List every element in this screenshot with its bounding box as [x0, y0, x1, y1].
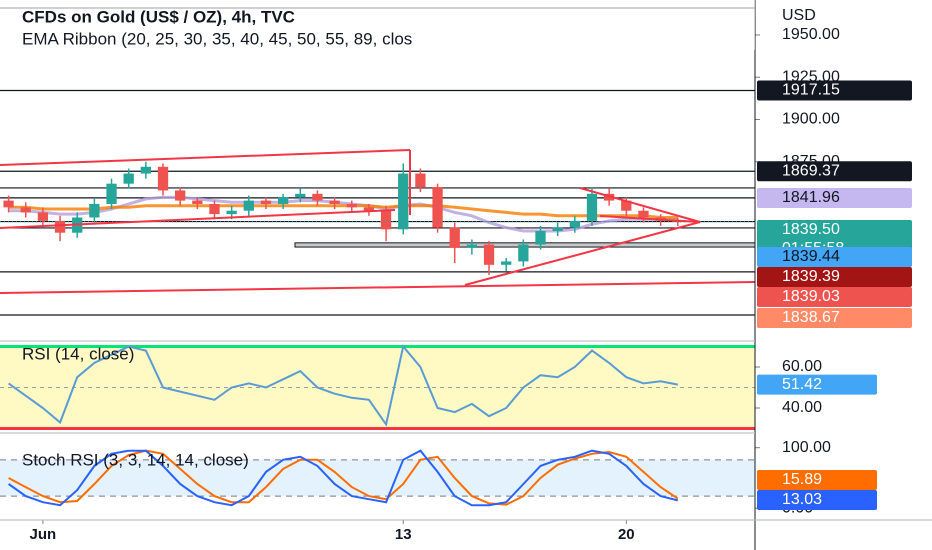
candle-body: [37, 212, 49, 221]
candle-body: [243, 200, 254, 211]
last-value: 15.89: [782, 471, 822, 488]
header-backdrop: [0, 0, 755, 50]
trendline: [599, 215, 701, 223]
labels: Jun13201917.151869.371841.961839.5001:55…: [30, 80, 912, 543]
candle-body: [415, 173, 426, 188]
candle-body: [312, 193, 323, 201]
candle-body: [638, 210, 649, 218]
last-value-box: [757, 490, 877, 510]
price-label: 1839.03: [782, 288, 840, 305]
indicator-line: [8, 449, 679, 506]
y-tick-label: 40.00: [782, 399, 822, 416]
time-label: Jun: [30, 526, 57, 543]
candle-body: [569, 220, 580, 228]
candle-body: [501, 261, 512, 265]
price-label: 1839.39: [782, 268, 840, 285]
price-label-box: [757, 161, 912, 182]
candle-body: [363, 207, 375, 211]
last-value: 13.03: [782, 491, 822, 508]
trendlines: [0, 149, 756, 294]
trendline: [0, 209, 396, 229]
last-value-box: [757, 374, 877, 395]
candle-body: [586, 193, 598, 221]
currency: USD: [782, 7, 816, 24]
indicator-title: EMA Ribbon (20, 25, 30, 35, 40, 45, 50, …: [22, 29, 412, 48]
candle-body: [175, 190, 186, 201]
candle-body: [621, 200, 632, 211]
candle-body: [192, 200, 203, 204]
candle-body: [123, 173, 134, 184]
candle-body: [209, 203, 220, 215]
trendline: [0, 149, 411, 166]
indicator-line: [8, 344, 678, 427]
candle-body: [54, 220, 66, 233]
price-label-box: [757, 247, 912, 267]
candle-body: [483, 244, 495, 265]
candle-body: [329, 200, 340, 204]
candle-body: [89, 203, 100, 218]
price-label: 1917.15: [782, 82, 840, 99]
y-tick-label: 60.00: [782, 358, 822, 375]
indicator-line: [8, 449, 679, 507]
last-value: 51.42: [782, 376, 822, 393]
marks: 1950.001925.001900.001875.0060.0040.0010…: [0, 26, 840, 524]
candle-body: [295, 193, 306, 198]
trendline: [464, 221, 701, 286]
price-label: 1838.67: [782, 309, 840, 326]
last-value-box: [757, 470, 877, 490]
price-label-box: [757, 188, 912, 208]
y-tick-label: 1900.00: [782, 111, 840, 128]
candle-body: [140, 166, 151, 174]
candle-body: [398, 173, 409, 230]
ema-line: [8, 204, 678, 219]
candle-body: [20, 207, 31, 213]
price-label-box: [757, 267, 912, 287]
price-label-box: [757, 80, 912, 101]
y-tick-label: 100.00: [782, 439, 831, 456]
candle-body: [260, 200, 272, 204]
candle-body: [157, 166, 169, 191]
trendline: [0, 281, 756, 294]
y-tick-label: 1950.00: [782, 26, 840, 43]
candle-body: [277, 197, 289, 204]
candle-body: [518, 244, 529, 262]
candle-body: [466, 244, 478, 248]
candle-body: [449, 227, 460, 248]
trendline: [579, 187, 701, 223]
stoch-band: [0, 459, 755, 497]
symbol-title: CFDs on Gold (US$ / OZ), 4h, TVC: [22, 7, 295, 26]
stoch-title: Stoch RSI (3, 3, 14, 14, close): [22, 450, 249, 469]
price-label-box: [757, 308, 912, 328]
time-label: 20: [618, 526, 635, 543]
backgrounds: [0, 89, 756, 497]
candle-body: [432, 187, 443, 228]
price-label-box: [757, 287, 912, 307]
time-label: 13: [395, 526, 412, 543]
candle-body: [535, 231, 546, 245]
candle-body: [3, 200, 14, 208]
price-label: 1869.37: [782, 162, 840, 179]
price-label: 1839.44: [782, 248, 840, 265]
price-label: 1841.96: [782, 189, 840, 206]
candle-body: [552, 227, 563, 232]
rsi-title: RSI (14, close): [22, 344, 134, 363]
price-label: 1839.50: [782, 221, 840, 238]
candle-body: [226, 210, 237, 215]
candle-body: [106, 183, 117, 204]
candle-body: [380, 210, 392, 230]
candle-body: [346, 203, 357, 208]
